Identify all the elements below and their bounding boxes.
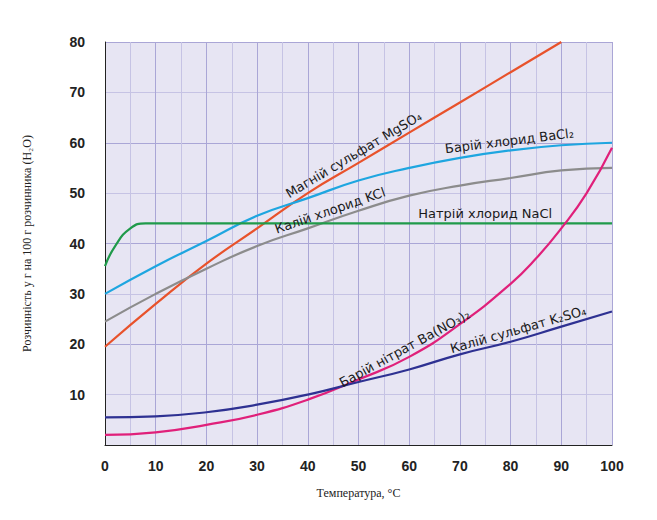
svg-text:40: 40 — [300, 458, 316, 474]
svg-text:Калій хлорид KCl: Калій хлорид KCl — [273, 184, 387, 236]
svg-text:Магній сульфат MgSO₄: Магній сульфат MgSO₄ — [283, 108, 424, 200]
svg-text:Розчинність у г на 100 г розчи: Розчинність у г на 100 г розчинника (H₂O… — [20, 135, 34, 352]
svg-text:50: 50 — [69, 185, 85, 201]
svg-text:10: 10 — [69, 387, 85, 403]
svg-text:20: 20 — [69, 336, 85, 352]
svg-text:0: 0 — [101, 458, 109, 474]
svg-text:Натрій хлорид NaCl: Натрій хлорид NaCl — [418, 206, 552, 221]
svg-text:70: 70 — [69, 84, 85, 100]
svg-text:10: 10 — [148, 458, 164, 474]
svg-text:Барій хлорид BaCl₂: Барій хлорид BaCl₂ — [444, 125, 575, 156]
svg-text:Барій нітрат Ba(NO₃)₂: Барій нітрат Ba(NO₃)₂ — [336, 306, 473, 391]
svg-text:20: 20 — [199, 458, 215, 474]
svg-text:90: 90 — [554, 458, 570, 474]
svg-text:Температура, °C: Температура, °C — [317, 486, 401, 500]
svg-text:30: 30 — [69, 286, 85, 302]
svg-text:60: 60 — [69, 135, 85, 151]
svg-text:30: 30 — [249, 458, 265, 474]
svg-text:70: 70 — [452, 458, 468, 474]
svg-text:100: 100 — [600, 458, 624, 474]
svg-text:60: 60 — [401, 458, 417, 474]
svg-text:40: 40 — [69, 236, 85, 252]
svg-text:80: 80 — [503, 458, 519, 474]
svg-text:Калій сульфат K₂SO₄: Калій сульфат K₂SO₄ — [448, 303, 587, 356]
svg-text:80: 80 — [69, 34, 85, 50]
svg-text:50: 50 — [351, 458, 367, 474]
